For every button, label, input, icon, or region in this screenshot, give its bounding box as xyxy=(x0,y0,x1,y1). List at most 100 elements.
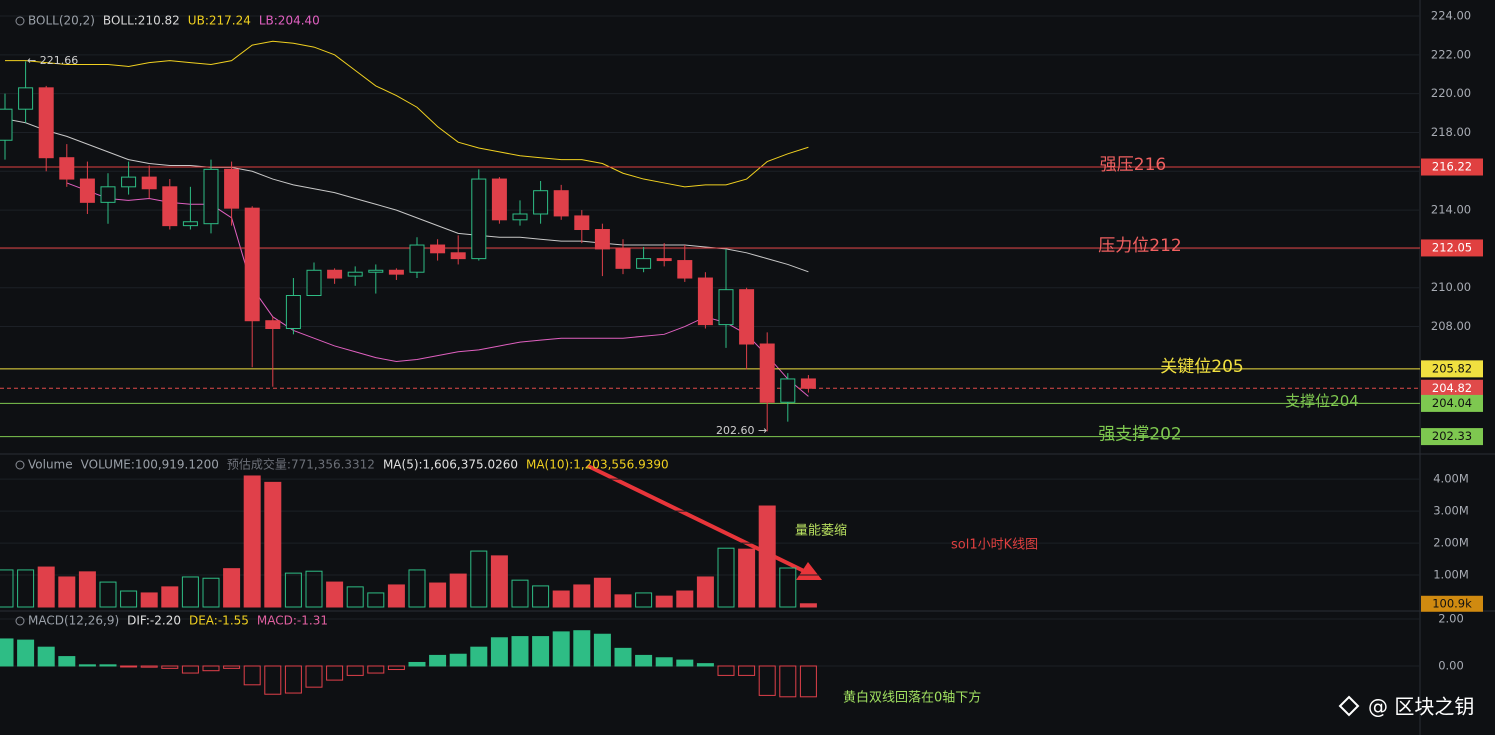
level-label: 强支撑202 xyxy=(1098,425,1181,445)
macd-bar xyxy=(264,665,282,695)
macd-bar xyxy=(655,657,673,667)
macd-bar xyxy=(738,665,756,676)
watermark-icon xyxy=(1338,695,1360,717)
price-tag-label: 205.82 xyxy=(1432,361,1472,375)
volume-bar xyxy=(223,568,241,608)
legend-item: LB:204.40 xyxy=(259,14,320,28)
volume-bar xyxy=(449,573,467,608)
value-tag xyxy=(1421,595,1483,612)
macd-bar xyxy=(99,664,117,667)
volume-bar xyxy=(161,586,179,608)
macd-bar xyxy=(408,661,426,667)
volume-bar xyxy=(532,585,550,608)
candle-body xyxy=(800,378,816,389)
indicator-title: BOLL(20,2) xyxy=(28,14,95,28)
volume-bar xyxy=(78,571,96,608)
macd-bar xyxy=(367,665,385,674)
legend-item: UB:217.24 xyxy=(188,14,251,28)
macd-bar xyxy=(78,664,96,667)
macd-bar xyxy=(429,654,447,667)
macd-bar xyxy=(449,653,467,667)
volume-bar xyxy=(799,603,817,608)
y-tick-label: 224.00 xyxy=(1431,9,1471,23)
macd-bar xyxy=(0,638,14,667)
candle-body xyxy=(141,176,157,190)
macd-bar xyxy=(593,633,611,667)
candle-body xyxy=(553,190,569,217)
volume-bar xyxy=(37,566,55,608)
watermark: @ 区块之钥 xyxy=(1368,695,1474,719)
volume-bar xyxy=(17,569,35,608)
price-tag xyxy=(1421,394,1483,412)
legend-item: MA(10):1,203,556.9390 xyxy=(526,458,669,472)
volume-bar xyxy=(305,570,323,608)
candle-body xyxy=(100,186,116,203)
candle-body xyxy=(409,244,425,273)
level-label: 强压216 xyxy=(1100,155,1166,175)
volume-bar xyxy=(408,569,426,608)
macd-bar xyxy=(573,630,591,667)
candle-body xyxy=(636,258,652,269)
candle-body xyxy=(615,248,631,269)
macd-bar xyxy=(284,665,302,694)
y-tick-label: 214.00 xyxy=(1431,203,1471,217)
bell-icon xyxy=(15,460,25,470)
candle-body xyxy=(79,178,95,203)
boll-band xyxy=(4,118,809,273)
volume-bar xyxy=(284,572,302,608)
y-tick-label: 3.00M xyxy=(1433,504,1469,518)
y-tick-label: 222.00 xyxy=(1431,47,1471,61)
level-label: 压力位212 xyxy=(1098,236,1181,256)
y-tick-label: 2.00 xyxy=(1438,611,1464,625)
candle-body xyxy=(718,289,734,326)
candle-body xyxy=(285,294,301,329)
price-tag-label: 204.04 xyxy=(1432,396,1472,410)
price-tag xyxy=(1421,360,1483,378)
price-tag-label: 216.22 xyxy=(1432,160,1472,174)
annotation: 202.60 → xyxy=(716,424,767,437)
annotation: 量能萎缩 xyxy=(795,523,847,539)
candle-body xyxy=(677,260,693,279)
price-tag-label: 212.05 xyxy=(1432,240,1472,254)
candle-body xyxy=(697,277,713,326)
annotation: ← 221.66 xyxy=(27,54,78,67)
volume-bar xyxy=(758,505,776,608)
volume-bar xyxy=(387,584,405,608)
volume-bar xyxy=(326,581,344,608)
legend-item: 预估成交量:771,356.3312 xyxy=(227,457,375,472)
volume-bar xyxy=(717,547,735,608)
y-tick-label: 220.00 xyxy=(1431,86,1471,100)
volume-bar xyxy=(593,577,611,608)
bell-icon xyxy=(15,16,25,26)
indicator-title: MACD(12,26,9) xyxy=(28,614,119,628)
candle-body xyxy=(739,289,755,345)
macd-bar xyxy=(305,665,323,688)
volume-bar xyxy=(181,576,199,608)
candle-body xyxy=(368,269,384,273)
candle-body xyxy=(182,221,198,227)
macd-bar xyxy=(470,646,488,667)
macd-bar xyxy=(346,665,364,676)
volume-bar xyxy=(696,576,714,608)
candle-body xyxy=(594,229,610,250)
volume-bar xyxy=(511,579,529,608)
price-tag-label: 202.33 xyxy=(1432,429,1472,443)
price-tag xyxy=(1421,239,1483,257)
macd-bar xyxy=(779,665,797,698)
macd-bar xyxy=(490,637,508,667)
macd-bar xyxy=(614,647,632,667)
volume-bar xyxy=(655,595,673,608)
candle-body xyxy=(162,186,178,227)
macd-bar xyxy=(676,659,694,667)
candle-body xyxy=(388,269,404,275)
candle-body xyxy=(59,157,75,180)
candle-body xyxy=(38,87,54,159)
macd-bar xyxy=(635,654,653,667)
macd-bar xyxy=(326,665,344,681)
volume-bar xyxy=(99,581,117,608)
candle-body xyxy=(430,244,446,254)
candle-body xyxy=(18,87,34,110)
macd-bar xyxy=(511,636,529,667)
level-label: 支撑位204 xyxy=(1285,392,1359,410)
candle-body xyxy=(759,343,775,403)
